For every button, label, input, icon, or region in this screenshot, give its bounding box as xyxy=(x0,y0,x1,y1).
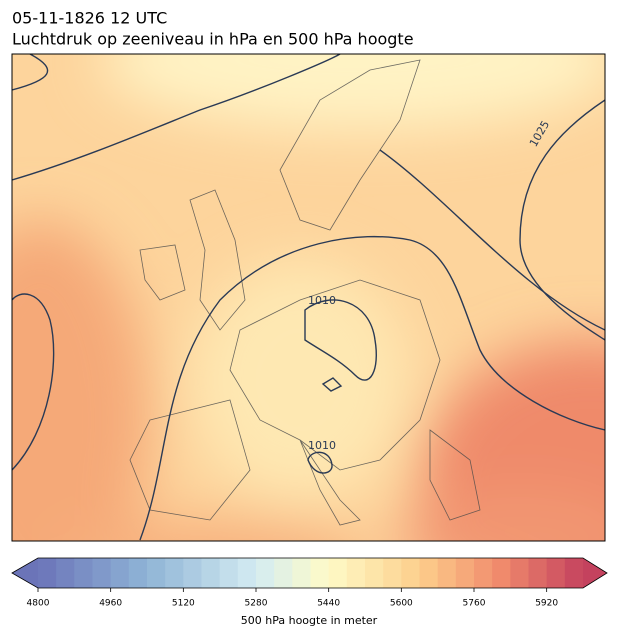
colorbar-band xyxy=(256,558,275,588)
colorbar-band xyxy=(419,558,439,588)
colorbar-tick-label: 5920 xyxy=(535,599,558,609)
colorbar-tick-label: 5600 xyxy=(390,599,413,609)
contour-label: 1010 xyxy=(308,294,336,307)
colorbar-band xyxy=(201,558,221,588)
colorbar-band xyxy=(183,558,202,588)
colorbar-band xyxy=(455,558,475,588)
colorbar-band xyxy=(56,558,75,588)
colorbar-band xyxy=(564,558,584,588)
colorbar-band xyxy=(474,558,493,588)
colorbar-band xyxy=(437,558,457,588)
colorbar-band xyxy=(510,558,529,588)
map xyxy=(12,54,605,541)
colorbar-band xyxy=(74,558,93,588)
colorbar: 4800 4960 5120 5280 5440 5600 5760 5920 xyxy=(11,557,608,609)
colorbar-band xyxy=(274,558,293,588)
subtitle: Luchtdruk op zeeniveau in hPa en 500 hPa… xyxy=(12,30,414,49)
colorbar-band xyxy=(346,558,366,588)
colorbar-tick-label: 4960 xyxy=(99,599,122,609)
colorbar-band xyxy=(147,558,166,588)
colorbar-band xyxy=(328,558,348,588)
colorbar-band xyxy=(110,558,130,588)
colorbar-tick-label: 5120 xyxy=(172,599,195,609)
colorbar-band xyxy=(165,558,184,588)
colorbar-tick-label: 4800 xyxy=(27,599,50,609)
colorbar-band xyxy=(292,558,311,588)
colorbar-extend-low xyxy=(12,558,38,588)
colorbar-band xyxy=(38,558,57,588)
colorbar-band xyxy=(492,558,511,588)
contour-label: 1010 xyxy=(308,439,336,452)
colorbar-tick-label: 5760 xyxy=(463,599,486,609)
colorbar-label: 500 hPa hoogte in meter xyxy=(241,614,378,627)
colorbar-band xyxy=(401,558,420,588)
colorbar-band xyxy=(383,558,402,588)
colorbar-band xyxy=(310,558,330,588)
colorbar-band xyxy=(365,558,384,588)
colorbar-band xyxy=(528,558,548,588)
map-frame xyxy=(11,53,606,542)
colorbar-extend-high xyxy=(583,558,607,588)
title: 05-11-1826 12 UTC xyxy=(12,9,167,28)
colorbar-tick-label: 5440 xyxy=(317,599,340,609)
colorbar-band xyxy=(128,558,148,588)
colorbar-band xyxy=(237,558,257,588)
colorbar-band xyxy=(546,558,566,588)
colorbar-band xyxy=(92,558,112,588)
colorbar-band xyxy=(219,558,239,588)
colorbar-tick-label: 5280 xyxy=(245,599,268,609)
